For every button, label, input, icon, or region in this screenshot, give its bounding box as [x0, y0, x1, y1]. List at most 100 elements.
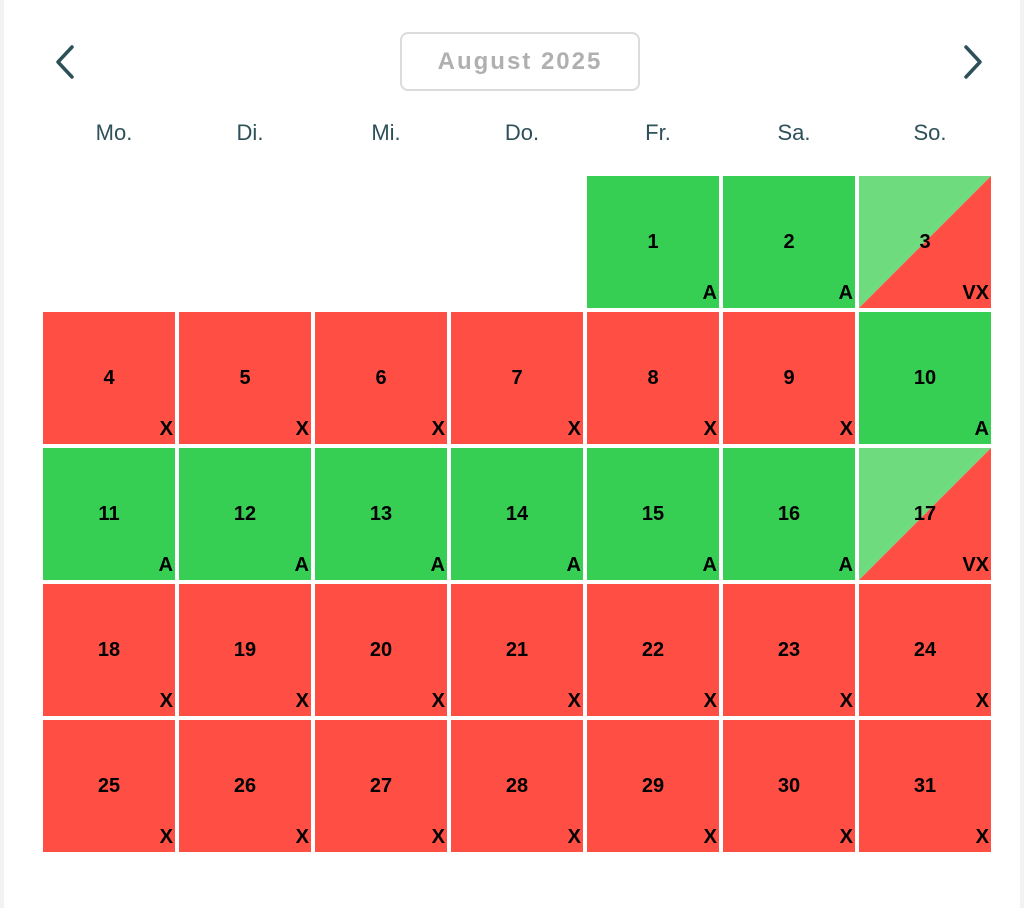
day-number: 17 [913, 503, 937, 525]
day-number: 31 [913, 775, 937, 797]
day-number: 12 [233, 503, 257, 525]
day-cell-21[interactable]: 21 X [451, 584, 583, 716]
day-number: 18 [97, 639, 121, 661]
day-number: 25 [97, 775, 121, 797]
day-number: 3 [919, 231, 931, 253]
weekday-mi: Mi. [371, 120, 401, 145]
day-status-code: X [159, 690, 173, 712]
weekday-fr: Fr. [645, 120, 671, 145]
day-number: 23 [777, 639, 801, 661]
day-number: 16 [777, 503, 801, 525]
day-number: 14 [505, 503, 529, 525]
day-status-code: X [703, 826, 717, 848]
day-number: 10 [913, 367, 937, 389]
day-cell-19[interactable]: 19 X [179, 584, 311, 716]
day-number: 15 [641, 503, 665, 525]
day-cell-11[interactable]: 11 A [43, 448, 175, 580]
day-number: 21 [505, 639, 529, 661]
day-status-code: A [158, 554, 173, 576]
day-status-code: A [702, 554, 717, 576]
calendar-grid: 1 A 2 A 3 VX 4 X 5 X 6 X 7 X 8 X 9 X 10 A 11 A 12 A 13 A 14 A 15 A 16 A… [43, 176, 991, 852]
split-background [859, 176, 991, 308]
weekday-mo: Mo. [95, 120, 133, 145]
empty-day-cell [451, 176, 583, 308]
day-status-code: X [975, 826, 989, 848]
day-cell-20[interactable]: 20 X [315, 584, 447, 716]
empty-day-cell [179, 176, 311, 308]
day-status-code: A [974, 418, 989, 440]
day-cell-3[interactable]: 3 VX [859, 176, 991, 308]
day-number: 6 [375, 367, 387, 389]
day-cell-30[interactable]: 30 X [723, 720, 855, 852]
day-status-code: X [431, 826, 445, 848]
day-status-code: A [566, 554, 581, 576]
day-status-code: A [702, 282, 717, 304]
day-cell-12[interactable]: 12 A [179, 448, 311, 580]
day-status-code: X [975, 690, 989, 712]
day-cell-23[interactable]: 23 X [723, 584, 855, 716]
day-status-code: X [295, 826, 309, 848]
day-status-code: X [703, 418, 717, 440]
day-cell-10[interactable]: 10 A [859, 312, 991, 444]
day-cell-28[interactable]: 28 X [451, 720, 583, 852]
day-cell-27[interactable]: 27 X [315, 720, 447, 852]
day-cell-15[interactable]: 15 A [587, 448, 719, 580]
split-lower-triangle [859, 176, 991, 308]
day-number: 19 [233, 639, 257, 661]
day-number: 9 [783, 367, 795, 389]
day-cell-18[interactable]: 18 X [43, 584, 175, 716]
weekday-di: Di. [236, 120, 264, 145]
day-status-code: X [159, 418, 173, 440]
prev-month-button[interactable] [44, 40, 84, 84]
day-status-code: X [567, 690, 581, 712]
day-cell-14[interactable]: 14 A [451, 448, 583, 580]
day-cell-16[interactable]: 16 A [723, 448, 855, 580]
day-status-code: VX [962, 282, 989, 304]
day-cell-31[interactable]: 31 X [859, 720, 991, 852]
next-month-button[interactable] [954, 40, 994, 84]
day-number: 2 [783, 231, 795, 253]
day-status-code: X [567, 418, 581, 440]
day-number: 7 [511, 367, 523, 389]
weekday-do: Do. [504, 120, 540, 145]
empty-day-cell [43, 176, 175, 308]
day-cell-26[interactable]: 26 X [179, 720, 311, 852]
day-status-code: A [838, 282, 853, 304]
day-status-code: X [159, 826, 173, 848]
day-cell-22[interactable]: 22 X [587, 584, 719, 716]
day-number: 30 [777, 775, 801, 797]
day-cell-24[interactable]: 24 X [859, 584, 991, 716]
chevron-right-icon [964, 45, 982, 79]
day-status-code: X [295, 418, 309, 440]
chevron-left-icon [56, 45, 74, 79]
day-cell-17[interactable]: 17 VX [859, 448, 991, 580]
day-status-code: X [839, 690, 853, 712]
split-lower-triangle [859, 448, 991, 580]
day-status-code: X [295, 690, 309, 712]
day-status-code: A [838, 554, 853, 576]
day-status-code: X [567, 826, 581, 848]
month-title[interactable]: August 2025 [400, 32, 640, 91]
day-number: 22 [641, 639, 665, 661]
day-cell-29[interactable]: 29 X [587, 720, 719, 852]
day-number: 8 [647, 367, 659, 389]
day-status-code: A [430, 554, 445, 576]
day-number: 28 [505, 775, 529, 797]
day-status-code: X [431, 418, 445, 440]
day-cell-25[interactable]: 25 X [43, 720, 175, 852]
day-cell-13[interactable]: 13 A [315, 448, 447, 580]
day-status-code: X [431, 690, 445, 712]
day-status-code: A [294, 554, 309, 576]
day-number: 20 [369, 639, 393, 661]
weekday-sa: Sa. [777, 120, 811, 145]
day-status-code: X [703, 690, 717, 712]
empty-day-cell [315, 176, 447, 308]
